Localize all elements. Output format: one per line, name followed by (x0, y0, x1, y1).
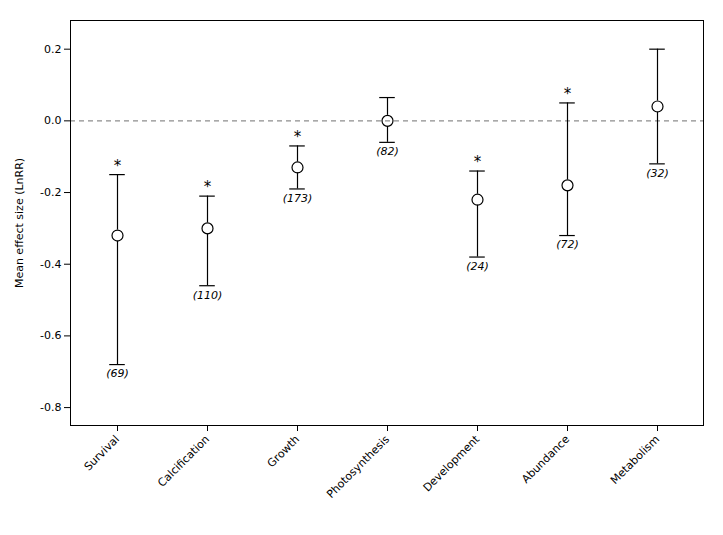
svg-text:Metabolism: Metabolism (608, 433, 662, 487)
svg-text:Photosynthesis: Photosynthesis (324, 433, 392, 501)
svg-text:*: * (564, 85, 572, 103)
svg-text:0.0: 0.0 (44, 114, 62, 127)
svg-text:*: * (204, 178, 212, 196)
svg-text:(173): (173) (283, 192, 313, 205)
svg-text:(24): (24) (466, 260, 489, 273)
svg-text:Growth: Growth (265, 433, 302, 470)
svg-text:Development: Development (421, 432, 483, 494)
svg-text:-0.6: -0.6 (40, 329, 61, 342)
svg-text:-0.4: -0.4 (40, 258, 61, 271)
svg-text:Calcification: Calcification (155, 433, 212, 490)
svg-text:(82): (82) (376, 145, 399, 158)
svg-text:0.2: 0.2 (44, 43, 62, 56)
svg-text:Mean effect size (LnRR): Mean effect size (LnRR) (13, 158, 26, 288)
svg-text:*: * (474, 153, 482, 171)
svg-text:(32): (32) (646, 167, 669, 180)
svg-text:*: * (294, 128, 302, 146)
svg-text:(72): (72) (556, 238, 579, 251)
svg-text:Survival: Survival (82, 433, 123, 474)
svg-text:Abundance: Abundance (519, 433, 572, 486)
svg-text:-0.8: -0.8 (40, 401, 61, 414)
svg-text:(110): (110) (193, 289, 223, 302)
svg-text:(69): (69) (106, 367, 129, 380)
svg-text:-0.2: -0.2 (40, 186, 61, 199)
svg-text:*: * (114, 157, 122, 175)
